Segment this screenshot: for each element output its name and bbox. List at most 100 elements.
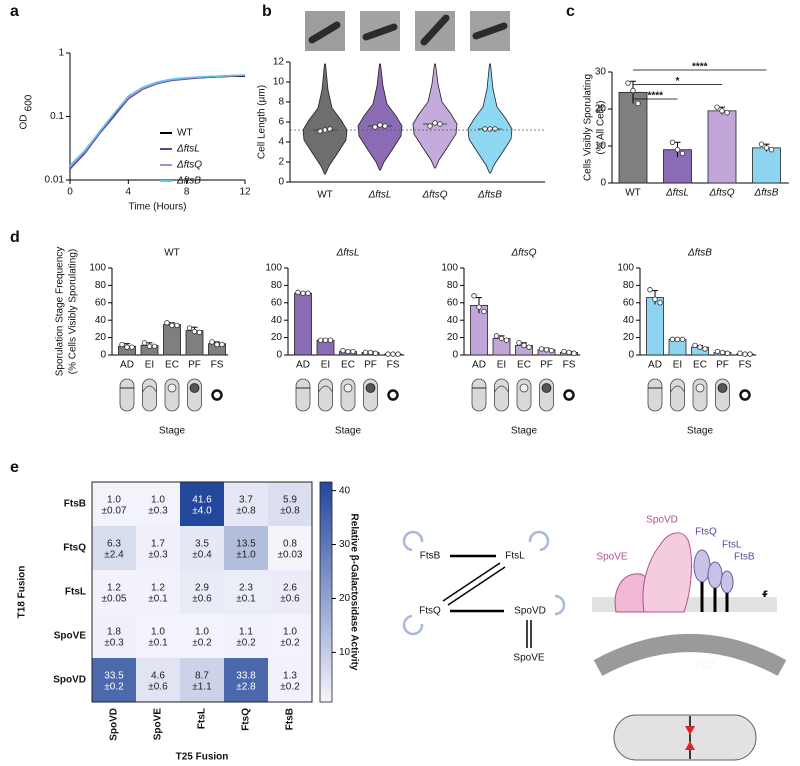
y-tick-label: 80 xyxy=(623,280,635,291)
x-tick-label: ΔftsL xyxy=(368,190,392,201)
x-tick-label: EI xyxy=(321,360,330,371)
data-point xyxy=(630,87,636,94)
x-tick-label: AD xyxy=(120,360,134,371)
data-point xyxy=(295,289,301,296)
data-point xyxy=(724,109,730,116)
cell-outline xyxy=(647,378,663,412)
column-label: FtsL xyxy=(197,708,208,729)
cell-error: ±0.4 xyxy=(192,550,212,561)
cell-error: ±0.2 xyxy=(104,682,124,693)
heatmap-cell xyxy=(92,570,136,614)
engulfment xyxy=(318,385,333,393)
cell-error: ±0.2 xyxy=(236,638,256,649)
stage-icon xyxy=(387,389,399,401)
cell-value: 1.0 xyxy=(151,495,165,506)
stage-icon xyxy=(119,378,135,412)
cell-value: 8.7 xyxy=(195,671,209,682)
data-point xyxy=(395,351,401,357)
data-point xyxy=(382,123,388,129)
cell-error: ±1.0 xyxy=(236,550,256,561)
spore xyxy=(211,389,223,401)
data-point xyxy=(437,121,443,127)
y-tick-label: 0 xyxy=(100,350,106,361)
y-tick-label: 60 xyxy=(271,297,283,308)
data-point xyxy=(119,341,125,348)
colorbar-tick-label: 30 xyxy=(339,539,351,550)
heatmap-cell xyxy=(136,570,180,614)
data-point xyxy=(164,320,170,326)
x-tick-label: EC xyxy=(517,360,531,371)
row-label: SpoVE xyxy=(54,631,87,642)
x-tick-label: PF xyxy=(540,360,553,371)
bar xyxy=(618,91,648,184)
data-point xyxy=(669,336,676,343)
bar xyxy=(752,147,781,184)
y-tick-label: 100 xyxy=(89,263,106,274)
cell-error: ±2.8 xyxy=(236,682,256,693)
stage-icon xyxy=(211,389,223,401)
data-point xyxy=(548,347,555,354)
data-point xyxy=(377,122,383,128)
data-point xyxy=(714,104,720,110)
chart-title: ΔftsL xyxy=(336,248,360,259)
data-point xyxy=(345,348,351,355)
cell-error: ±0.6 xyxy=(280,594,300,605)
heatmap-cell xyxy=(268,526,312,570)
data-point xyxy=(657,300,663,306)
colorbar xyxy=(319,481,333,703)
panel-letter: d xyxy=(10,229,20,246)
stage-icon xyxy=(295,378,311,412)
panel-letter: c xyxy=(566,3,575,20)
heatmap-cell xyxy=(136,482,180,526)
cell-error: ±0.3 xyxy=(148,550,168,561)
data-point xyxy=(146,343,153,349)
y-tick-label: 10 xyxy=(273,77,285,88)
legend-label: ΔftsQ xyxy=(176,160,202,171)
x-axis-label: Stage xyxy=(159,426,186,437)
y-tick-label: 30 xyxy=(595,67,607,78)
data-point xyxy=(476,304,482,310)
data-point xyxy=(674,336,681,343)
row-label: SpoVD xyxy=(53,675,86,686)
stage-icon xyxy=(494,378,509,412)
data-point xyxy=(498,335,505,342)
legend-label: WT xyxy=(177,128,193,139)
data-point xyxy=(372,350,379,356)
stage-icon xyxy=(739,389,751,401)
network: FtsB FtsL FtsQ SpoVD SpoVE xyxy=(402,530,566,664)
data-point xyxy=(151,343,158,349)
data-point xyxy=(427,123,433,129)
node-label: SpoVE xyxy=(513,653,544,664)
stage-icon xyxy=(340,378,356,412)
cell-error: ±0.6 xyxy=(192,594,212,605)
data-point xyxy=(174,322,180,329)
stage-icon xyxy=(539,378,554,412)
y-tick-label: 60 xyxy=(95,297,107,308)
data-point xyxy=(543,347,550,353)
series-line xyxy=(69,74,246,170)
cell-value: 2.9 xyxy=(195,583,209,594)
heatmap-cell xyxy=(180,482,224,526)
y-tick-label: 0.1 xyxy=(50,111,64,122)
cell-outline xyxy=(670,378,685,412)
cell-error: ±2.4 xyxy=(104,550,124,561)
heatmap-cell xyxy=(136,526,180,570)
data-point xyxy=(625,80,631,86)
node-label: FtsL xyxy=(505,551,525,562)
data-point xyxy=(679,150,686,157)
data-point xyxy=(305,290,311,296)
data-point xyxy=(719,108,725,114)
y-tick-label: 20 xyxy=(447,332,459,343)
violin xyxy=(302,63,348,175)
cell-value: 2.6 xyxy=(283,583,297,594)
y-tick-label: 20 xyxy=(271,332,283,343)
y-tick-label: 100 xyxy=(265,263,282,274)
cell-value: 3.5 xyxy=(195,539,209,550)
data-point xyxy=(300,290,306,296)
y-tick-label: 40 xyxy=(95,315,107,326)
x-tick-label: FS xyxy=(563,360,576,371)
cell-error: ±0.07 xyxy=(102,506,127,517)
x-tick-label: AD xyxy=(296,360,310,371)
heatmap-frame xyxy=(91,481,313,703)
